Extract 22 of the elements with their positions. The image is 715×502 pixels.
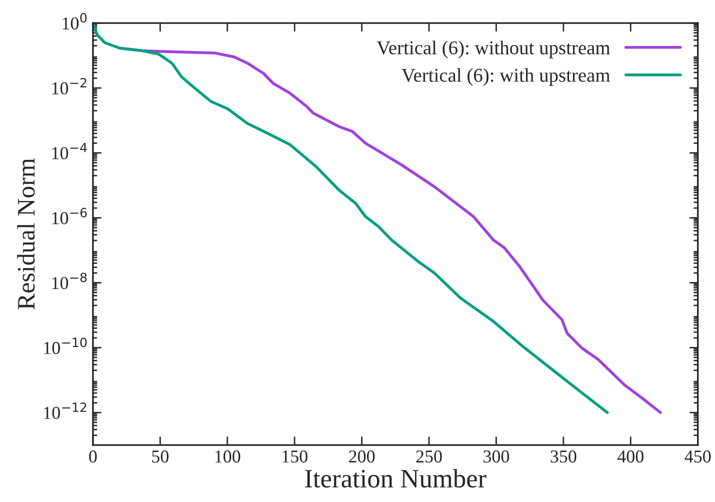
x-tick-label: 150 bbox=[282, 450, 308, 463]
y-tick-label: 10$^{−12}$ bbox=[44, 402, 86, 419]
x-axis-title: Iteration Number bbox=[305, 469, 486, 488]
legend-label: Vertical (6): with upstream bbox=[402, 68, 610, 86]
y-tick-label: 10$^{0}$ bbox=[62, 13, 87, 30]
y-tick-label: 10$^{−2}$ bbox=[52, 78, 86, 94]
x-tick-label: 50 bbox=[152, 450, 168, 463]
y-tick-label: 10$^{−8}$ bbox=[52, 272, 87, 290]
y-tick-label: 10$^{−10}$ bbox=[44, 338, 87, 354]
x-tick-label: 400 bbox=[617, 450, 644, 463]
y-tick-label: 10$^{−6}$ bbox=[52, 208, 87, 224]
x-tick-label: 300 bbox=[484, 450, 510, 463]
x-tick-label: 0 bbox=[89, 450, 97, 463]
y-axis-title: Residual Norm bbox=[17, 158, 35, 310]
x-tick-label: 100 bbox=[215, 450, 240, 463]
line-series bbox=[92, 23, 609, 414]
legend-label: Vertical (6): without upstream bbox=[376, 40, 610, 58]
x-tick-label: 450 bbox=[684, 450, 711, 463]
x-tick-label: 200 bbox=[349, 450, 375, 463]
x-tick-label: 250 bbox=[416, 450, 442, 463]
x-tick-label: 350 bbox=[550, 450, 576, 463]
y-tick-label: 10$^{−4}$ bbox=[52, 142, 87, 160]
